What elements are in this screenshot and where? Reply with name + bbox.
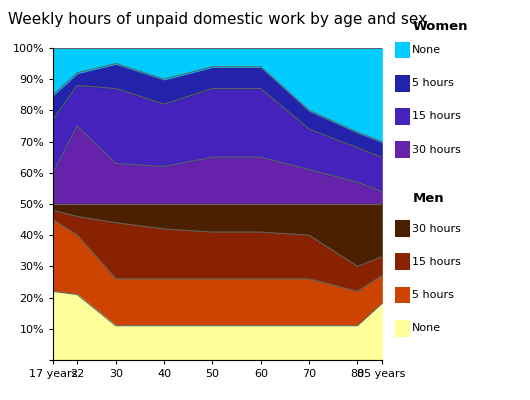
Text: Men: Men bbox=[412, 192, 444, 205]
Text: 5 hours: 5 hours bbox=[412, 78, 454, 88]
Text: 15 hours: 15 hours bbox=[412, 112, 461, 122]
Text: None: None bbox=[412, 323, 441, 333]
Text: None: None bbox=[412, 45, 441, 55]
Text: Women: Women bbox=[412, 20, 468, 32]
Text: 15 hours: 15 hours bbox=[412, 257, 461, 267]
Text: 5 hours: 5 hours bbox=[412, 290, 454, 300]
Text: 30 hours: 30 hours bbox=[412, 224, 461, 234]
Text: Weekly hours of unpaid domestic work by age and sex: Weekly hours of unpaid domestic work by … bbox=[8, 12, 427, 27]
Text: 30 hours: 30 hours bbox=[412, 144, 461, 154]
